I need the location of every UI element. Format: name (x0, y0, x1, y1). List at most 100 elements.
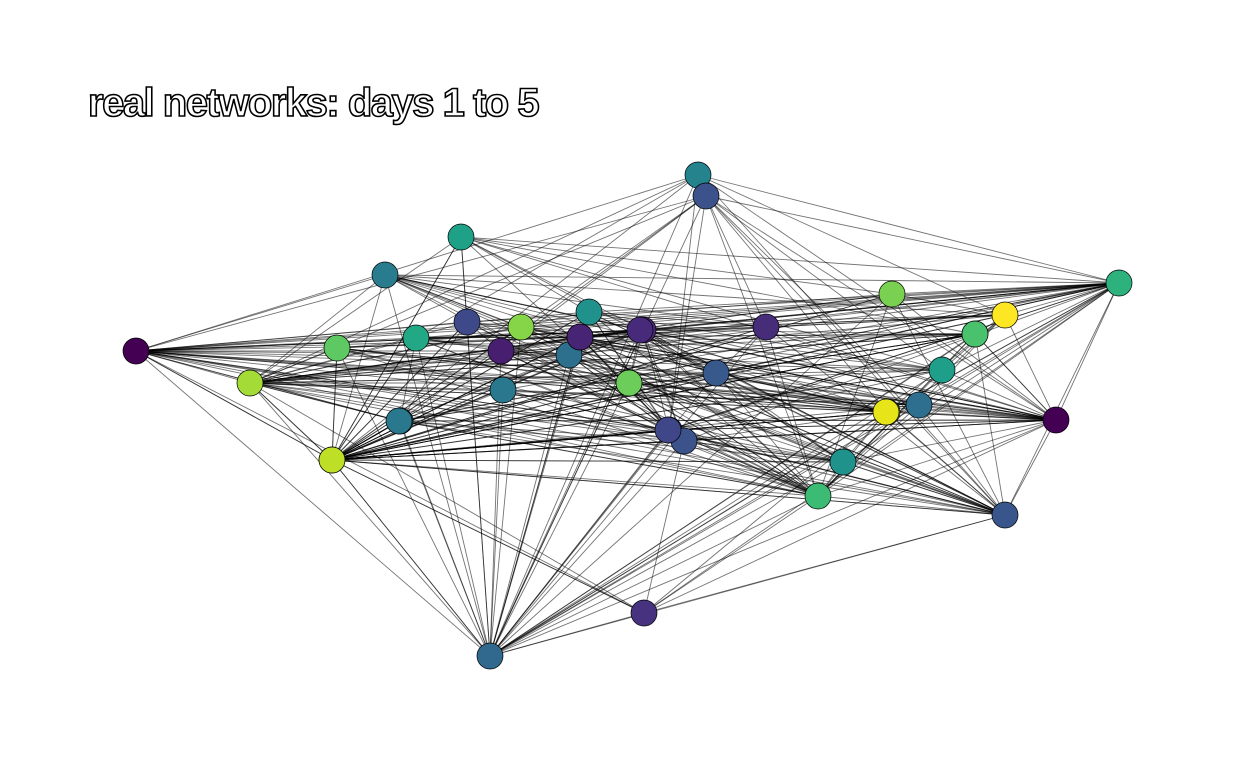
edge-11-31 (415, 337, 819, 497)
edge-8-10 (249, 274, 386, 384)
edge-12-16 (642, 314, 1006, 331)
edge-19-34 (639, 329, 943, 371)
node-30 (905, 391, 933, 419)
edge-0-15 (697, 174, 1057, 421)
edge-4-8 (249, 382, 645, 614)
node-10 (371, 261, 399, 289)
edge-36-42 (336, 336, 581, 349)
edge-3-17 (489, 333, 976, 657)
edge-32-40 (667, 429, 844, 463)
node-25 (487, 337, 515, 365)
edge-25-42 (500, 336, 581, 352)
edge-15-41 (974, 333, 1057, 421)
edge-3-36 (336, 347, 491, 657)
node-37 (385, 407, 413, 435)
edge-31-38 (331, 337, 417, 461)
node-8 (236, 369, 264, 397)
edge-9-24 (1004, 282, 1120, 516)
edge-5-24 (891, 293, 1006, 516)
edge-11-21 (502, 389, 819, 497)
edge-15-42 (579, 336, 1057, 421)
edge-31-42 (415, 336, 581, 339)
edge-7-38 (331, 236, 462, 461)
edge-2-10 (135, 274, 386, 352)
edge-13-38 (331, 354, 570, 461)
node-29 (702, 359, 730, 387)
node-4 (630, 599, 658, 627)
edge-3-40 (489, 429, 669, 657)
edge-11-20 (628, 382, 819, 497)
edge-10-16 (384, 274, 1006, 316)
node-7 (447, 223, 475, 251)
edge-34-41 (639, 329, 976, 335)
edge-4-38 (331, 459, 645, 614)
edge-32-33 (683, 440, 844, 463)
node-11 (804, 482, 832, 510)
edge-1-8 (249, 195, 707, 384)
edge-11-24 (817, 495, 1006, 516)
node-42 (566, 323, 594, 351)
node-39 (872, 398, 900, 426)
edge-0-9 (697, 174, 1120, 284)
edge-9-11 (817, 282, 1120, 497)
node-40 (654, 416, 682, 444)
edge-7-9 (460, 236, 1120, 284)
edge-21-30 (502, 389, 920, 406)
node-32 (829, 448, 857, 476)
edge-11-14 (331, 459, 819, 497)
edge-5-15 (891, 293, 1057, 421)
edge-2-33 (135, 350, 685, 442)
node-41 (961, 320, 989, 348)
edge-36-38 (331, 347, 338, 461)
edge-3-38 (331, 459, 491, 657)
edge-11-18 (466, 321, 819, 497)
edge-33-39 (683, 411, 887, 442)
edge-10-28 (384, 274, 522, 328)
edge-9-39 (885, 282, 1120, 413)
edge-1-19 (705, 195, 943, 371)
edge-8-37 (249, 382, 400, 422)
edge-4-9 (643, 282, 1120, 614)
edge-34-39 (639, 329, 887, 413)
edge-24-42 (579, 336, 1006, 516)
edges-layer (135, 174, 1120, 657)
edge-8-24 (249, 382, 1006, 516)
edge-3-18 (466, 321, 491, 657)
edge-8-13 (249, 354, 570, 384)
node-15 (1042, 406, 1070, 434)
edge-4-33 (643, 440, 685, 614)
edge-15-32 (842, 419, 1057, 463)
edge-3-30 (489, 404, 920, 657)
node-9 (1105, 269, 1133, 297)
edge-8-38 (249, 382, 333, 461)
node-38 (318, 446, 346, 474)
edge-8-36 (249, 347, 338, 384)
edge-2-3 (135, 350, 491, 657)
edge-9-36 (336, 282, 1120, 349)
edge-24-39 (885, 411, 1006, 516)
edge-1-30 (705, 195, 920, 406)
edge-8-42 (249, 336, 581, 384)
edge-1-22 (399, 195, 707, 422)
edge-15-37 (398, 419, 1057, 422)
edge-11-29 (715, 372, 819, 497)
edge-3-33 (489, 440, 685, 657)
edge-3-20 (489, 382, 630, 657)
edge-1-35 (705, 195, 888, 413)
node-18 (453, 308, 481, 336)
edge-9-10 (384, 274, 1120, 284)
nodes-layer (122, 161, 1133, 670)
edge-33-38 (331, 440, 685, 461)
edge-3-19 (489, 369, 943, 657)
edge-10-26 (384, 274, 767, 328)
edge-29-32 (715, 372, 844, 463)
edge-18-22 (399, 321, 468, 422)
edge-11-34 (639, 329, 819, 497)
edge-32-36 (336, 347, 844, 463)
edge-3-13 (489, 354, 570, 657)
edge-8-11 (249, 382, 819, 497)
edge-24-38 (331, 459, 1006, 516)
edge-11-42 (579, 336, 819, 497)
edge-9-16 (1004, 282, 1120, 316)
